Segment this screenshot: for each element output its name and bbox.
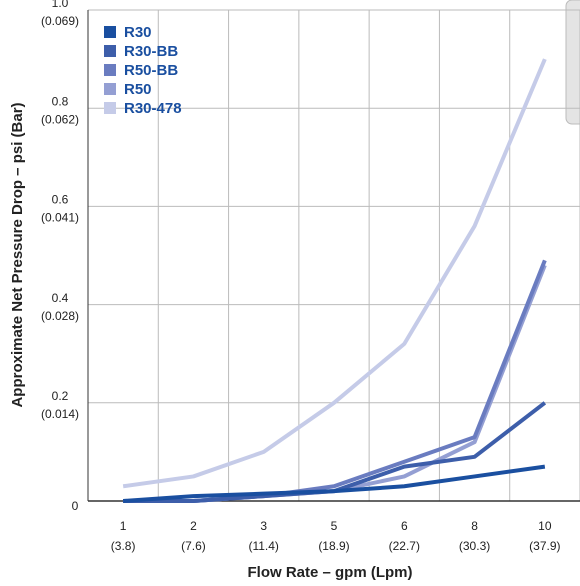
product-image [565,0,580,125]
y-tick-label: 1.0 [52,0,69,10]
legend-swatch [104,45,116,57]
x-tick-sublabel: (22.7) [389,539,420,553]
legend-label: R30 [124,24,152,41]
legend-swatch [104,26,116,38]
series-line [122,58,547,489]
y-tick-sublabel: (0.014) [41,407,79,421]
y-tick-sublabel: (0.062) [41,112,79,126]
y-tick-label: 0.2 [52,389,69,403]
x-tick-label: 6 [401,519,408,533]
x-tick-sublabel: (3.8) [111,539,136,553]
y-tick-sublabel: (0.069) [41,14,79,28]
x-tick-label: 10 [538,519,552,533]
y-tick-label: 0.8 [52,94,69,108]
y-tick-sublabel: (0.028) [41,309,79,323]
y-tick-label: 0.6 [52,193,69,207]
x-axis-label: Flow Rate – gpm (Lpm) [248,564,413,581]
series-line [123,259,547,503]
x-tick-label: 1 [120,519,127,533]
legend-swatch [104,102,116,114]
x-tick-label: 8 [471,519,478,533]
legend-label: R30-478 [124,100,182,117]
x-tick-sublabel: (7.6) [181,539,206,553]
x-tick-sublabel: (18.9) [318,539,349,553]
series-line [123,464,546,503]
x-tick-sublabel: (11.4) [248,539,278,553]
y-tick-sublabel: (0.041) [41,211,79,225]
legend-swatch [104,83,116,95]
legend-label: R30-BB [124,43,178,60]
x-tick-sublabel: (30.3) [459,539,490,553]
series-line [123,264,547,503]
legend-label: R50 [124,81,152,98]
y-tick-label: 0.4 [52,291,69,305]
x-tick-label: 5 [331,519,338,533]
x-tick-label: 3 [260,519,267,533]
legend-swatch [104,64,116,76]
x-tick-label: 2 [190,519,197,533]
x-tick-sublabel: (37.9) [529,539,560,553]
y-axis-label: Approximate Net Pressure Drop – psi (Bar… [9,102,26,407]
y-tick-label: 0 [72,499,79,513]
legend-label: R50-BB [124,62,178,79]
